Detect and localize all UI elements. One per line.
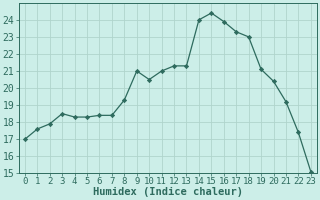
- X-axis label: Humidex (Indice chaleur): Humidex (Indice chaleur): [93, 187, 243, 197]
